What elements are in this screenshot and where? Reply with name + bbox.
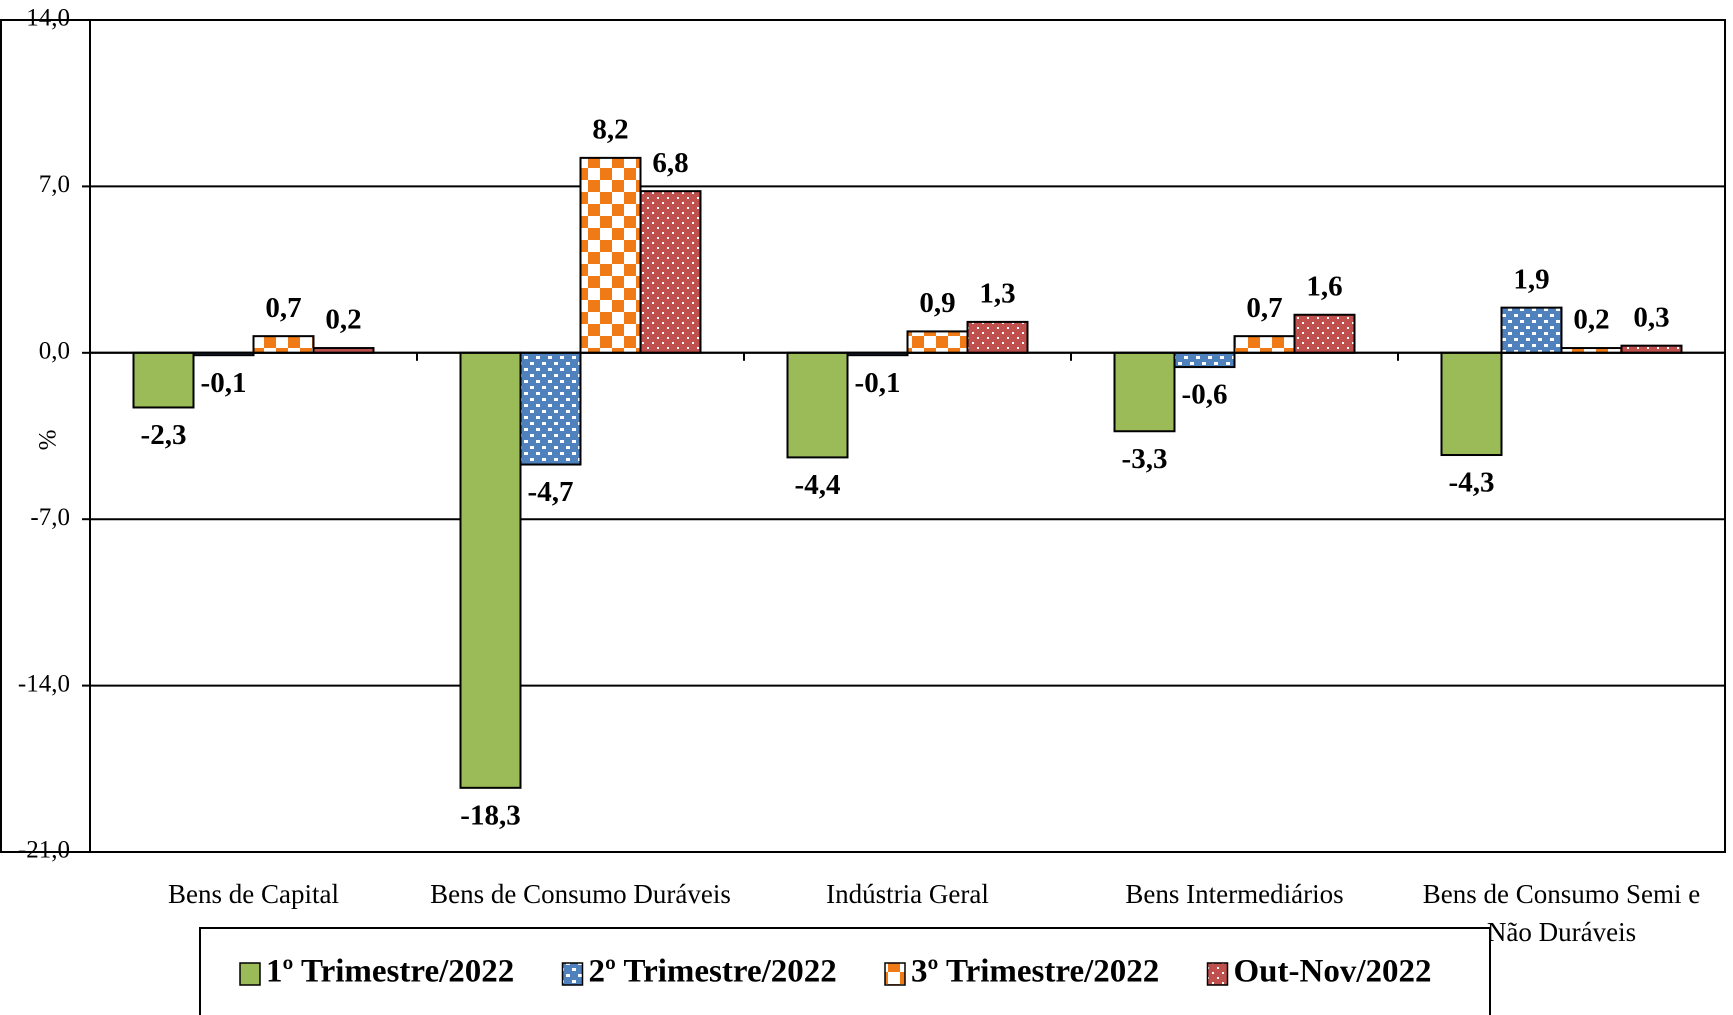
bar xyxy=(1440,351,1503,457)
bar xyxy=(1620,344,1683,354)
y-tick-label: -7,0 xyxy=(30,504,70,531)
value-label: 1,9 xyxy=(1513,263,1549,295)
bar xyxy=(786,351,849,459)
bar xyxy=(519,351,582,466)
y-tick-label: 7,0 xyxy=(39,171,70,198)
value-label: -0,6 xyxy=(1182,379,1228,411)
x-tick-label: Indústria Geral xyxy=(826,879,989,909)
y-tick-label: -21,0 xyxy=(18,837,70,864)
legend-swatch xyxy=(561,962,584,986)
value-label: -0,1 xyxy=(855,367,901,399)
bar xyxy=(1113,351,1176,433)
legend-label: 3º Trimestre/2022 xyxy=(911,954,1159,990)
bar xyxy=(459,351,522,789)
bar xyxy=(1500,306,1563,354)
value-label: 1,6 xyxy=(1306,270,1342,302)
value-label: 0,7 xyxy=(265,292,301,324)
bar xyxy=(966,320,1029,354)
value-label: 0,2 xyxy=(325,304,361,336)
legend-swatch xyxy=(884,962,906,986)
bar xyxy=(1293,313,1356,354)
x-tick-label: Bens Intermediários xyxy=(1125,879,1343,909)
value-label: -4,4 xyxy=(795,469,841,501)
legend-swatch xyxy=(1206,962,1229,986)
bar xyxy=(1173,351,1236,369)
value-label: 0,2 xyxy=(1573,304,1609,336)
y-tick-label: 0,0 xyxy=(39,338,70,365)
bar xyxy=(132,351,195,409)
value-label: -0,1 xyxy=(201,367,247,399)
value-label: -4,3 xyxy=(1449,467,1495,499)
value-label: 8,2 xyxy=(592,114,628,146)
value-label: 6,8 xyxy=(652,147,688,179)
bar xyxy=(579,156,642,354)
value-label: -2,3 xyxy=(141,419,187,451)
bar xyxy=(252,335,315,354)
y-axis-label: % xyxy=(35,430,62,451)
x-tick-label: Bens de Capital xyxy=(168,879,339,909)
value-label: 1,3 xyxy=(979,278,1015,310)
x-tick-label: Bens de Consumo Semi e Não Duráveis xyxy=(1423,879,1701,947)
value-label: 0,9 xyxy=(919,287,955,319)
bar xyxy=(639,190,702,354)
value-label: -3,3 xyxy=(1122,443,1168,475)
value-label: 0,3 xyxy=(1633,301,1669,333)
bar xyxy=(1233,335,1296,354)
legend-label: 1º Trimestre/2022 xyxy=(266,954,514,990)
value-label: -4,7 xyxy=(528,476,574,508)
bar xyxy=(906,330,969,354)
legend-label: 2º Trimestre/2022 xyxy=(589,954,837,990)
legend-label: Out-Nov/2022 xyxy=(1234,954,1432,990)
legend-swatch xyxy=(239,962,261,986)
legend-box xyxy=(199,927,1491,1015)
value-label: 0,7 xyxy=(1246,292,1282,324)
y-tick-label: 14,0 xyxy=(26,5,70,32)
x-tick-label: Bens de Consumo Duráveis xyxy=(430,879,731,909)
value-label: -18,3 xyxy=(460,799,520,831)
y-tick-label: -14,0 xyxy=(18,670,70,697)
